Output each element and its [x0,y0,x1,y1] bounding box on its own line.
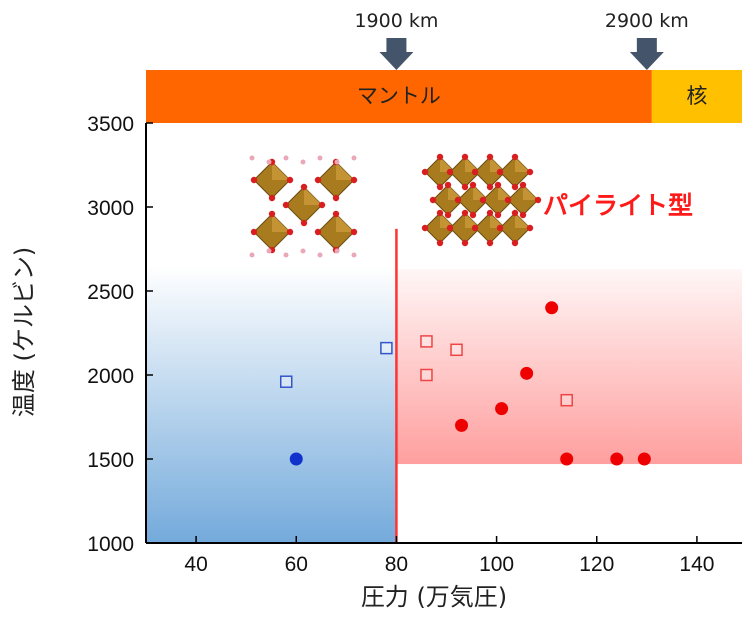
plot-frame [145,123,742,544]
data-point-square [420,335,433,348]
x-tick-label: 60 [285,553,308,576]
depth-arrow-icon [379,38,414,70]
y-tick-label: 1000 [87,533,134,556]
data-point-circle [520,366,534,380]
y-tick-label: 1500 [87,449,134,472]
x-tick-label: 140 [679,553,714,576]
y-axis-ticks: 1000 1500 2000 2500 3000 3500 [87,113,153,556]
data-point-circle [610,452,624,466]
data-point-circle [495,402,509,416]
red-region [396,269,742,465]
layer-label-1: 核 [686,84,707,108]
depth-label-0: 1900 km [354,10,438,32]
x-tick-label: 80 [385,553,408,576]
data-point-circle [637,452,651,466]
data-point-circle [455,418,469,432]
pyrite-type-annotation: パイライト型 [543,191,693,220]
blue-region [146,265,397,543]
data-point-circle [560,452,574,466]
depth-label-1: 2900 km [605,10,689,32]
x-axis-ticks: 40 60 80 100 120 140 [184,536,714,576]
data-points [279,301,651,466]
layer-band-0 [146,70,652,123]
data-point-circle [289,452,303,466]
x-tick-label: 100 [479,553,514,576]
depth-arrow-icon [629,38,664,70]
data-point-circle [545,301,559,315]
data-point-square [380,341,393,355]
x-tick-label: 120 [579,553,614,576]
data-point-square [420,368,433,382]
crystal-structure-left [249,155,358,258]
y-axis-title: 温度 (ケルビン) [10,247,38,417]
y-tick-label: 2000 [87,365,134,388]
data-point-square [450,343,463,357]
layer-band-1 [651,70,742,123]
data-point-square [279,375,293,388]
data-point-square [560,393,573,407]
x-axis-title: 圧力 (万気圧) [361,583,507,611]
depth-markers: 1900 km 2900 km [354,10,689,70]
x-tick-label: 40 [184,553,207,576]
y-tick-label: 2500 [87,281,134,304]
y-tick-label: 3500 [87,113,134,136]
crystal-structure-right [421,153,542,247]
layer-bar: マントル 核 [146,70,742,123]
layer-label-0: マントル [357,84,441,108]
y-tick-label: 3000 [87,197,134,220]
